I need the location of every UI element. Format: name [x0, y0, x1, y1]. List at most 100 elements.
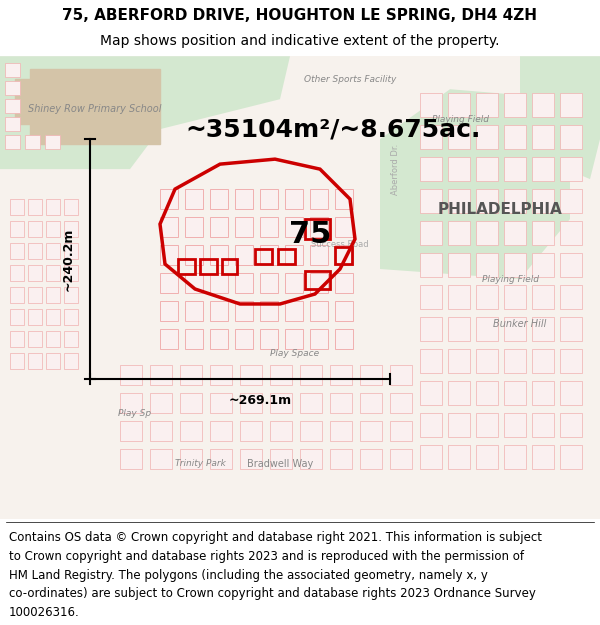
Bar: [240, 449, 262, 469]
Bar: [504, 221, 526, 245]
Bar: [235, 273, 253, 293]
Bar: [5, 63, 20, 78]
Bar: [330, 449, 352, 469]
Text: Play Space: Play Space: [271, 349, 320, 358]
Bar: [46, 221, 60, 237]
Bar: [360, 449, 382, 469]
Bar: [390, 421, 412, 441]
Bar: [64, 287, 78, 303]
Bar: [504, 157, 526, 181]
Bar: [310, 245, 328, 265]
Polygon shape: [520, 56, 600, 179]
Bar: [310, 217, 328, 237]
Bar: [210, 301, 228, 321]
Bar: [160, 245, 178, 265]
Bar: [560, 381, 582, 405]
Bar: [120, 449, 142, 469]
Bar: [448, 381, 470, 405]
Bar: [532, 349, 554, 373]
Bar: [64, 309, 78, 325]
Bar: [285, 189, 303, 209]
Bar: [300, 393, 322, 413]
Bar: [235, 217, 253, 237]
Bar: [285, 329, 303, 349]
Bar: [504, 189, 526, 213]
Text: Play Sp: Play Sp: [118, 409, 152, 418]
Bar: [185, 189, 203, 209]
Text: 75, ABERFORD DRIVE, HOUGHTON LE SPRING, DH4 4ZH: 75, ABERFORD DRIVE, HOUGHTON LE SPRING, …: [62, 8, 538, 23]
Bar: [210, 365, 232, 385]
Bar: [46, 199, 60, 215]
Bar: [560, 413, 582, 437]
Bar: [532, 221, 554, 245]
Bar: [28, 353, 42, 369]
Bar: [210, 217, 228, 237]
Bar: [448, 221, 470, 245]
Bar: [150, 393, 172, 413]
Bar: [532, 445, 554, 469]
Bar: [560, 445, 582, 469]
Bar: [532, 189, 554, 213]
Text: co-ordinates) are subject to Crown copyright and database rights 2023 Ordnance S: co-ordinates) are subject to Crown copyr…: [9, 588, 536, 600]
Bar: [390, 365, 412, 385]
Bar: [285, 217, 303, 237]
Bar: [210, 421, 232, 441]
Bar: [285, 245, 303, 265]
Bar: [420, 445, 442, 469]
Bar: [240, 421, 262, 441]
Bar: [46, 243, 60, 259]
Bar: [210, 273, 228, 293]
Bar: [260, 245, 278, 265]
Bar: [532, 157, 554, 181]
Bar: [210, 189, 228, 209]
Bar: [310, 189, 328, 209]
Text: Playing Field: Playing Field: [482, 274, 539, 284]
Bar: [10, 221, 24, 237]
Bar: [560, 285, 582, 309]
Bar: [10, 287, 24, 303]
Text: Other Sports Facility: Other Sports Facility: [304, 75, 396, 84]
Bar: [10, 309, 24, 325]
Text: PHILADELPHIA: PHILADELPHIA: [437, 202, 562, 217]
Bar: [476, 125, 498, 149]
Bar: [45, 135, 60, 149]
Bar: [160, 301, 178, 321]
Bar: [270, 365, 292, 385]
Bar: [285, 273, 303, 293]
Bar: [30, 69, 160, 144]
Bar: [448, 317, 470, 341]
Bar: [504, 285, 526, 309]
Bar: [180, 449, 202, 469]
Bar: [64, 353, 78, 369]
Bar: [448, 413, 470, 437]
Bar: [10, 243, 24, 259]
Bar: [150, 365, 172, 385]
Bar: [28, 309, 42, 325]
Bar: [420, 253, 442, 277]
Bar: [120, 421, 142, 441]
Bar: [448, 285, 470, 309]
Bar: [420, 413, 442, 437]
Bar: [476, 285, 498, 309]
Text: Bradwell Way: Bradwell Way: [247, 459, 313, 469]
Bar: [335, 189, 353, 209]
Bar: [330, 393, 352, 413]
Bar: [180, 421, 202, 441]
Bar: [390, 449, 412, 469]
Bar: [120, 393, 142, 413]
Bar: [260, 301, 278, 321]
Bar: [270, 421, 292, 441]
Bar: [560, 253, 582, 277]
Bar: [46, 309, 60, 325]
Polygon shape: [380, 89, 570, 279]
Bar: [120, 365, 142, 385]
Bar: [532, 381, 554, 405]
Text: to Crown copyright and database rights 2023 and is reproduced with the permissio: to Crown copyright and database rights 2…: [9, 550, 524, 563]
Bar: [504, 93, 526, 117]
Bar: [210, 245, 228, 265]
Bar: [5, 135, 20, 149]
Bar: [532, 125, 554, 149]
Bar: [185, 217, 203, 237]
Bar: [360, 393, 382, 413]
Bar: [185, 245, 203, 265]
